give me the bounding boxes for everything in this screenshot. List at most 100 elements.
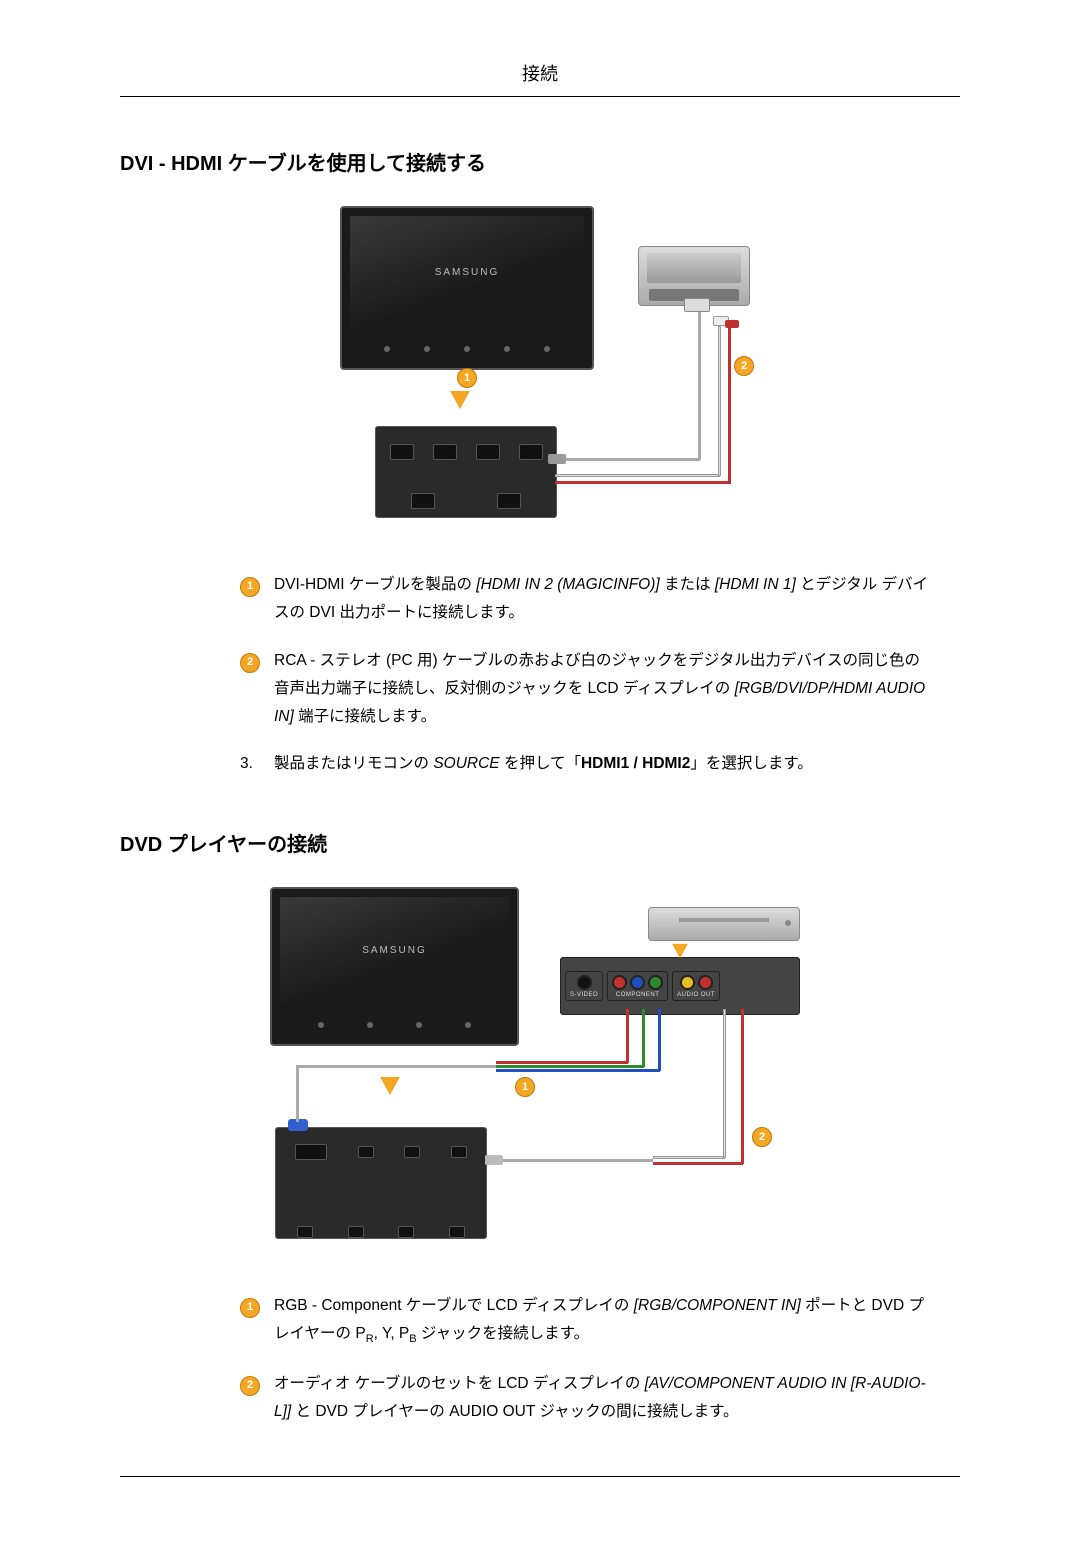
- tv-device: SAMSUNG: [270, 887, 519, 1046]
- badge-circle: 1: [240, 577, 260, 597]
- hdmi-plug: [548, 454, 566, 464]
- tv-brand-label: SAMSUNG: [362, 945, 427, 956]
- bottom-port: [398, 1226, 414, 1238]
- component-pb-jack: [630, 975, 645, 990]
- section1-title: DVI - HDMI ケーブルを使用して接続する: [120, 147, 960, 176]
- badge-circle: 2: [240, 653, 260, 673]
- rgb-port: [295, 1144, 327, 1160]
- arrow-down-icon: [450, 391, 470, 409]
- instruction-item: 1 RGB - Component ケーブルで LCD ディスプレイの [RGB…: [240, 1292, 930, 1350]
- rca-red-cable-h: [555, 481, 730, 484]
- lcd-back-panel: [275, 1127, 487, 1239]
- dvd-eject-btn: [785, 920, 791, 926]
- diagram2-container: SAMSUNG S-VIDEO: [120, 887, 960, 1252]
- port-slot: [519, 444, 543, 460]
- item-badge: 2: [240, 647, 264, 731]
- item-text: 製品またはリモコンの SOURCE を押して「HDMI1 / HDMI2」を選択…: [274, 750, 930, 778]
- item-number: 3.: [240, 750, 264, 778]
- rca-red-cable-v: [728, 326, 731, 484]
- port-dot: [504, 346, 510, 352]
- audio-port: [358, 1146, 374, 1158]
- port-dot: [424, 346, 430, 352]
- document-page: 接続 DVI - HDMI ケーブルを使用して接続する SAMSUNG: [0, 0, 1080, 1557]
- arrow-down-icon: [672, 944, 688, 958]
- component-g-cable-v: [642, 1009, 645, 1067]
- port-dot: [544, 346, 550, 352]
- component-b-cable-v: [658, 1009, 661, 1071]
- audio-red-cable: [653, 1162, 743, 1165]
- svideo-section: S-VIDEO: [565, 971, 603, 1001]
- component-y-jack: [648, 975, 663, 990]
- audio-port: [451, 1146, 467, 1158]
- page-header: 接続: [120, 60, 960, 97]
- component-g-cable: [496, 1065, 644, 1068]
- audio-red-cable-v: [741, 1009, 744, 1164]
- badge-circle: 1: [240, 1298, 260, 1318]
- audio-port: [404, 1146, 420, 1158]
- diagram-badge-2: 2: [752, 1127, 772, 1147]
- tv-front-ports: [367, 336, 567, 362]
- tv-screen: SAMSUNG: [350, 216, 584, 328]
- diagram-badge-2: 2: [734, 356, 754, 376]
- hdmi-cable-v: [698, 308, 701, 460]
- audio-stereo-plug: [485, 1155, 503, 1165]
- panel-row: [276, 1128, 486, 1176]
- audio-out-section: AUDIO OUT: [672, 971, 720, 1001]
- connector-panel: [375, 426, 557, 518]
- port-dot: [318, 1022, 324, 1028]
- vga-cable: [296, 1067, 299, 1122]
- panel-row: [276, 1213, 486, 1250]
- instruction-item: 2 オーディオ ケーブルのセットを LCD ディスプレイの [AV/COMPON…: [240, 1370, 930, 1426]
- hdmi-port-slot: [411, 493, 435, 509]
- rca-white-cable-h: [555, 474, 720, 477]
- port-slot: [476, 444, 500, 460]
- svideo-label: S-VIDEO: [570, 992, 598, 998]
- panel-row-top: [376, 427, 556, 476]
- port-dot: [384, 346, 390, 352]
- diagram-badge-1: 1: [515, 1077, 535, 1097]
- port-slot: [433, 444, 457, 460]
- diagram2: SAMSUNG S-VIDEO: [260, 887, 820, 1247]
- arrow-down-icon: [380, 1077, 400, 1095]
- port-dot: [416, 1022, 422, 1028]
- diagram1-container: SAMSUNG: [120, 206, 960, 531]
- bottom-port: [449, 1226, 465, 1238]
- instruction-item: 1 DVI-HDMI ケーブルを製品の [HDMI IN 2 (MAGICINF…: [240, 571, 930, 627]
- instruction-item: 3. 製品またはリモコンの SOURCE を押して「HDMI1 / HDMI2」…: [240, 750, 930, 778]
- tv-brand-label: SAMSUNG: [435, 267, 500, 278]
- section2-title: DVD プレイヤーの接続: [120, 828, 960, 857]
- dvd-player: [648, 907, 800, 941]
- dvd-tray: [679, 918, 769, 922]
- diagram-badge-1: 1: [457, 368, 477, 388]
- bottom-port: [297, 1226, 313, 1238]
- port-dot: [367, 1022, 373, 1028]
- vga-cable-h: [296, 1065, 496, 1068]
- section1-instructions: 1 DVI-HDMI ケーブルを製品の [HDMI IN 2 (MAGICINF…: [240, 571, 930, 778]
- audio-white-cable: [653, 1156, 725, 1159]
- port-dot: [464, 346, 470, 352]
- dvd-back-panel: S-VIDEO COMPONENT AUDIO OUT: [560, 957, 800, 1015]
- item-text: RGB - Component ケーブルで LCD ディスプレイの [RGB/C…: [274, 1292, 930, 1350]
- hdmi-cable-h: [555, 458, 700, 461]
- audio-white-cable-v: [723, 1009, 726, 1158]
- bottom-port: [348, 1226, 364, 1238]
- audio-r-jack: [698, 975, 713, 990]
- item-text: DVI-HDMI ケーブルを製品の [HDMI IN 2 (MAGICINFO)…: [274, 571, 930, 627]
- panel-row-bottom: [376, 476, 556, 525]
- tv-front-ports: [297, 1012, 493, 1038]
- component-section: COMPONENT: [607, 971, 668, 1001]
- component-pr-jack: [612, 975, 627, 990]
- audio-out-label: AUDIO OUT: [677, 992, 715, 998]
- item-badge: 1: [240, 1292, 264, 1350]
- rca-white-cable-v: [718, 326, 721, 476]
- dvi-plug: [684, 298, 710, 312]
- instruction-item: 2 RCA - ステレオ (PC 用) ケーブルの赤および白のジャックをデジタル…: [240, 647, 930, 731]
- port-dot: [465, 1022, 471, 1028]
- tv-device: SAMSUNG: [340, 206, 594, 370]
- item-text: RCA - ステレオ (PC 用) ケーブルの赤および白のジャックをデジタル出力…: [274, 647, 930, 731]
- digital-device: [638, 246, 750, 306]
- section2-instructions: 1 RGB - Component ケーブルで LCD ディスプレイの [RGB…: [240, 1292, 930, 1426]
- component-r-cable: [496, 1061, 628, 1064]
- panel-row: [276, 1176, 486, 1213]
- footer-divider: [120, 1476, 960, 1477]
